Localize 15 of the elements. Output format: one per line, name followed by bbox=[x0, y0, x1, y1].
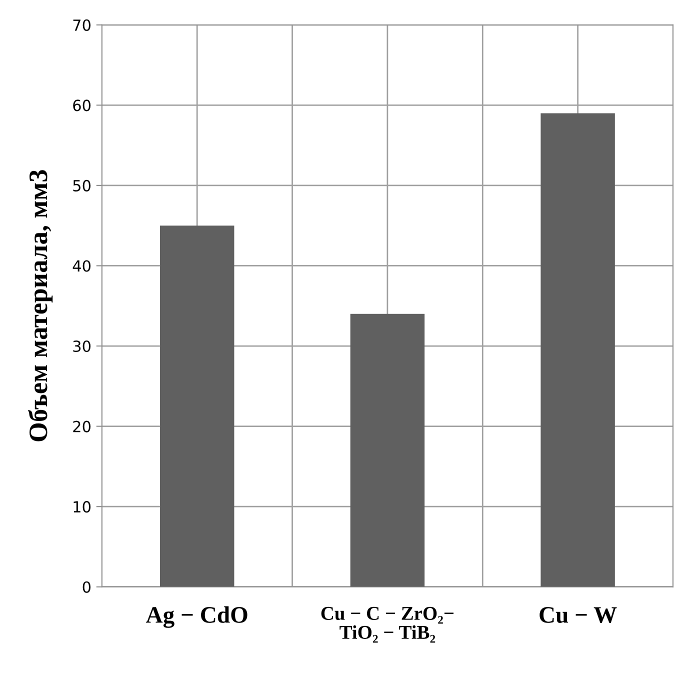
x-tick-label: Cu − C − ZrO₂− TiO₂ − TiB₂ bbox=[321, 606, 454, 643]
y-tick-label: 70 bbox=[73, 19, 90, 31]
y-tick-label: 50 bbox=[73, 180, 90, 192]
x-tick-label: Ag − CdO bbox=[146, 606, 248, 628]
x-tick-label: Cu − W bbox=[540, 607, 617, 624]
y-tick-label: 20 bbox=[73, 420, 90, 432]
bar bbox=[160, 226, 234, 587]
y-axis-title: Объем материала, мм3 bbox=[28, 170, 53, 442]
y-tick-label: 10 bbox=[74, 501, 90, 513]
bar bbox=[350, 314, 425, 587]
bar bbox=[540, 113, 615, 587]
y-tick-label: 0 bbox=[82, 581, 90, 593]
y-tick-label: 40 bbox=[72, 260, 90, 272]
y-tick-label: 60 bbox=[73, 100, 90, 112]
y-tick-label: 30 bbox=[73, 340, 90, 352]
